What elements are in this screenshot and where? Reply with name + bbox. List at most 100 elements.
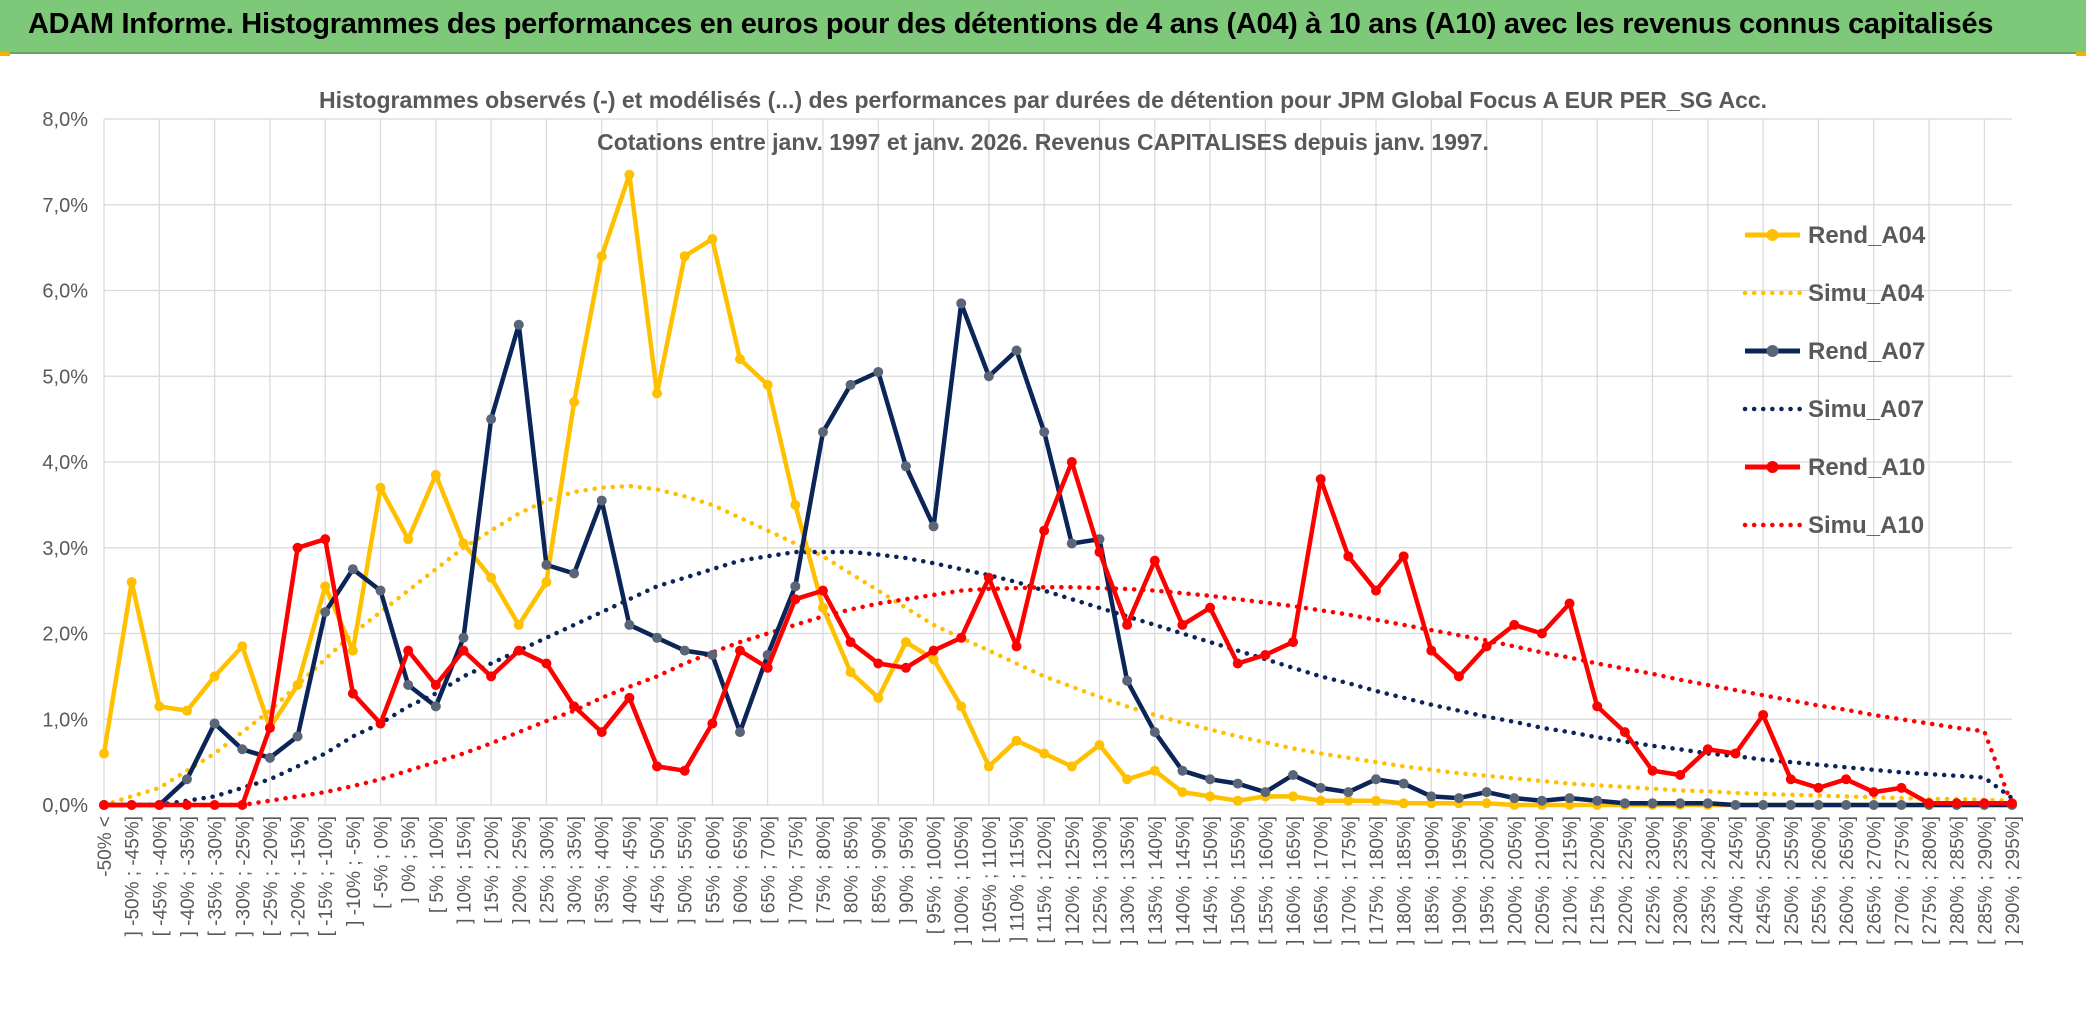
data-point-rend-a04 xyxy=(458,538,469,549)
data-point-rend-a04 xyxy=(1315,795,1326,806)
data-point-rend-a07 xyxy=(1260,787,1271,798)
data-point-rend-a04 xyxy=(1481,798,1492,809)
data-point-rend-a04 xyxy=(1398,798,1409,809)
series-line-rend-a07 xyxy=(104,301,2012,808)
data-point-rend-a10 xyxy=(983,572,994,583)
legend-label-rend-a04: Rend_A04 xyxy=(1808,222,1926,249)
data-point-rend-a10 xyxy=(1371,585,1381,596)
data-point-rend-a10 xyxy=(237,800,248,810)
data-point-rend-a04 xyxy=(762,379,773,390)
data-point-rend-a07 xyxy=(486,414,497,425)
data-point-rend-a10 xyxy=(1896,782,1907,793)
data-point-rend-a10 xyxy=(430,679,441,690)
data-point-rend-a07 xyxy=(679,645,690,656)
x-tick-label: ] 10% ; 15%] xyxy=(454,816,475,924)
data-point-rend-a07 xyxy=(1205,774,1216,785)
data-point-rend-a07 xyxy=(1509,793,1520,804)
data-point-rend-a07 xyxy=(1039,426,1050,437)
data-point-rend-a07 xyxy=(1398,778,1409,789)
x-tick-label: ] 250% ; 255%] xyxy=(1782,816,1803,945)
y-tick-label: 5,0% xyxy=(42,366,88,388)
data-point-rend-a10 xyxy=(1094,547,1105,558)
data-point-rend-a04 xyxy=(1288,791,1299,802)
data-point-rend-a04 xyxy=(1205,791,1216,802)
data-point-rend-a10 xyxy=(1702,744,1713,755)
data-point-rend-a10 xyxy=(1315,474,1326,485)
data-point-rend-a10 xyxy=(652,761,663,772)
x-tick-label: ] 130% ; 135%] xyxy=(1118,816,1139,945)
x-tick-label: [ 135% ; 140%] xyxy=(1146,816,1167,945)
data-point-rend-a10 xyxy=(1066,457,1077,467)
legend-marker-rend-a10 xyxy=(1766,461,1779,473)
data-point-rend-a10 xyxy=(1398,551,1409,562)
data-point-rend-a07 xyxy=(1758,800,1769,810)
data-point-rend-a07 xyxy=(735,727,745,738)
x-tick-label: ] -20% ; -15%] xyxy=(289,816,310,936)
x-tick-label: [ 275% ; 280%] xyxy=(1920,816,1941,945)
data-point-rend-a10 xyxy=(1951,798,1962,809)
x-tick-label: [ -45% ; -40%] xyxy=(150,816,171,936)
x-tick-label: ] 240% ; 245%] xyxy=(1726,816,1747,945)
data-point-rend-a10 xyxy=(1011,641,1022,652)
x-tick-label: ] -40% ; -35%] xyxy=(178,816,199,936)
x-tick-label: [ 105% ; 110%] xyxy=(980,816,1001,943)
data-point-rend-a07 xyxy=(1730,800,1741,810)
data-point-rend-a04 xyxy=(1011,735,1022,746)
data-point-rend-a10 xyxy=(569,701,580,712)
x-tick-label: ] 160% ; 165%] xyxy=(1284,816,1305,945)
data-point-rend-a04 xyxy=(956,701,967,712)
data-point-rend-a10 xyxy=(1924,798,1935,809)
x-tick-label: ] 40% ; 45%] xyxy=(620,816,641,924)
data-point-rend-a04 xyxy=(1177,787,1188,798)
data-point-rend-a04 xyxy=(652,388,663,399)
data-point-rend-a04 xyxy=(1094,739,1105,750)
x-tick-label: [ -15% ; -10%] xyxy=(316,816,337,936)
x-tick-label: ] 0% ; 5%] xyxy=(399,816,420,903)
data-point-rend-a04 xyxy=(928,654,939,665)
data-point-rend-a04 xyxy=(320,581,331,592)
data-point-rend-a07 xyxy=(1426,791,1437,802)
x-tick-label: ] 60% ; 65%] xyxy=(731,816,752,924)
corner-mark xyxy=(0,52,10,56)
report-banner: ADAM Informe. Histogrammes des performan… xyxy=(0,0,2086,54)
legend-label-rend-a10: Rend_A10 xyxy=(1808,454,1925,481)
legend-label-simu-a07: Simu_A07 xyxy=(1808,396,1924,423)
data-point-rend-a04 xyxy=(99,748,109,759)
series-line-simu-a07 xyxy=(101,549,2015,808)
legend-label-rend-a07: Rend_A07 xyxy=(1808,338,1925,365)
data-point-rend-a07 xyxy=(1481,787,1492,798)
x-tick-label: ] 120% ; 125%] xyxy=(1063,816,1084,945)
legend-marker-rend-a07 xyxy=(1766,345,1779,357)
data-point-rend-a07 xyxy=(652,632,663,643)
x-tick-label: [ 215% ; 220%] xyxy=(1588,816,1609,945)
data-point-rend-a04 xyxy=(900,637,911,648)
x-tick-label: [ -35% ; -30%] xyxy=(206,816,227,936)
x-tick-label: [ 285% ; 290%] xyxy=(1975,816,1996,945)
data-point-rend-a04 xyxy=(541,577,552,588)
x-tick-label: ] 180% ; 185%] xyxy=(1395,816,1416,945)
x-tick-label: [ 185% ; 190%] xyxy=(1422,816,1443,945)
data-point-rend-a07 xyxy=(292,731,303,742)
x-tick-label: [ 265% ; 270%] xyxy=(1865,816,1886,945)
data-point-rend-a10 xyxy=(1426,645,1437,656)
data-point-rend-a07 xyxy=(347,564,358,575)
x-tick-label: ] 220% ; 225%] xyxy=(1616,816,1637,945)
data-point-rend-a04 xyxy=(790,499,801,510)
x-tick-label: [ 225% ; 230%] xyxy=(1644,816,1665,945)
data-point-rend-a10 xyxy=(762,662,773,673)
data-point-rend-a10 xyxy=(1564,598,1575,609)
data-point-rend-a04 xyxy=(1509,800,1520,810)
data-point-rend-a04 xyxy=(237,641,248,652)
data-point-rend-a10 xyxy=(624,692,635,703)
data-point-rend-a07 xyxy=(237,744,248,755)
data-point-rend-a07 xyxy=(1647,798,1658,809)
data-point-rend-a10 xyxy=(1232,658,1243,669)
data-point-rend-a07 xyxy=(956,298,967,309)
data-point-rend-a07 xyxy=(1315,782,1326,793)
data-point-rend-a04 xyxy=(1232,795,1243,806)
chart-title: Histogrammes observés (-) et modélisés (… xyxy=(319,87,1767,113)
data-point-rend-a04 xyxy=(181,705,192,716)
data-point-rend-a07 xyxy=(1149,727,1160,738)
data-point-rend-a07 xyxy=(817,426,828,437)
